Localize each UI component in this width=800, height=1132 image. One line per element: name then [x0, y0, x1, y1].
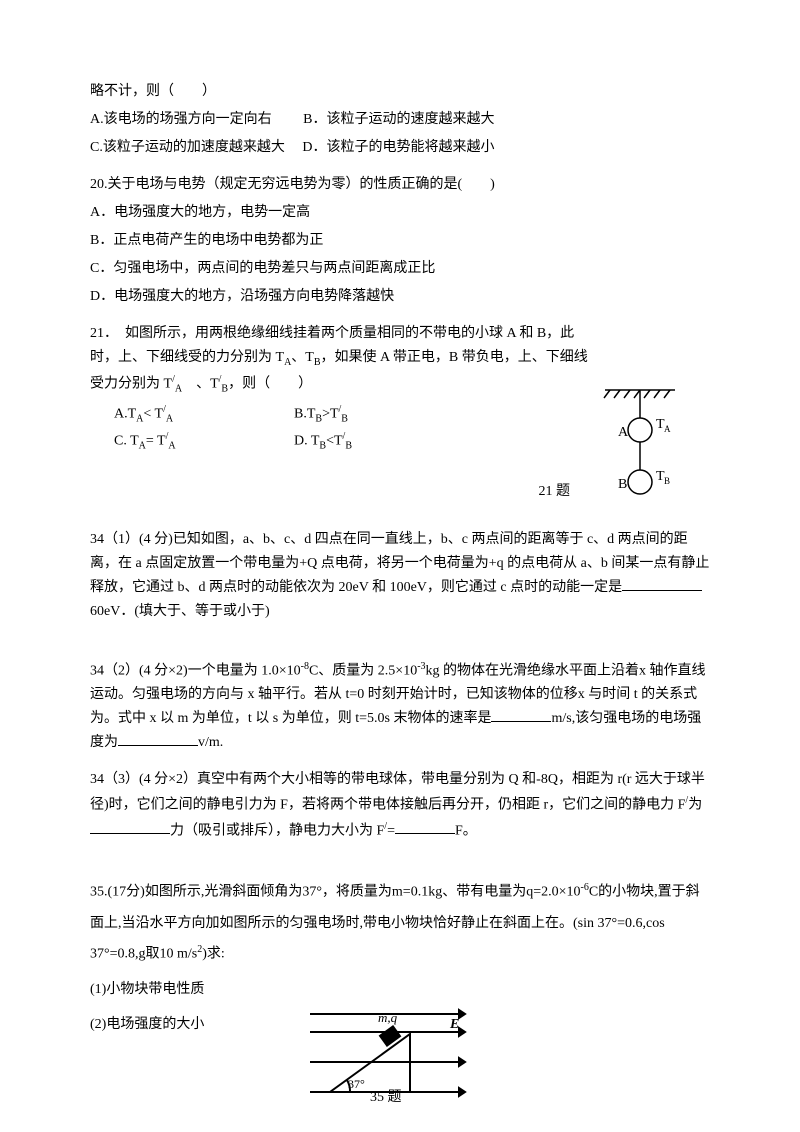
- question-34-3: 34（3）(4 分×2）真空中有两个大小相等的带电球体，带电量分别为 Q 和-8…: [90, 768, 710, 843]
- q35-sub1: (1)小物块带电性质: [90, 975, 710, 1006]
- q34-2-blank1: [491, 708, 551, 722]
- q21-figure-svg: A B T A T B: [600, 380, 690, 510]
- fig35-e: E: [449, 1017, 459, 1032]
- q21-opt-b-rel: >T: [322, 407, 338, 422]
- q21-opt-d-rel: <T: [326, 434, 342, 449]
- fig35-angle: 37°: [348, 1077, 365, 1091]
- q34-3-blank1: [90, 820, 170, 834]
- q20-opt-a: A．电场强度大的地方，电势一定高: [90, 201, 710, 225]
- q35-figure-caption: 35 题: [370, 1086, 402, 1110]
- q21-figure-caption: 21 题: [539, 480, 571, 504]
- fig21-label-a: A: [618, 425, 629, 440]
- q21-stem: 21． 如图所示，用两根绝缘细线挂着两个质量相同的不带电的小球 A 和 B，此时…: [90, 322, 590, 397]
- q20-opt-d: D．电场强度大的地方，沿场强方向电势降落越快: [90, 285, 710, 309]
- q35-stem-a: 35.(17分)如图所示,光滑斜面倾角为37°，将质量为m=0.1kg、带有电量…: [90, 885, 581, 900]
- q34-1-text-b: 60eV．(填大于、等于或小于): [90, 604, 270, 619]
- q20-stem: 20.关于电场与电势（规定无穷远电势为零）的性质正确的是( ): [90, 173, 710, 197]
- q34-3-c: 力（吸引或排斥），静电力大小为 F: [170, 823, 384, 838]
- fig21-label-tb-sub: B: [664, 476, 670, 486]
- q34-3-a: 34（3）(4 分×2）真空中有两个大小相等的带电球体，带电量分别为 Q 和-8…: [90, 772, 705, 812]
- question-prev-tail: 略不计，则（ ） A.该电场的场强方向一定向右 B．该粒子运动的速度越来越大 C…: [90, 80, 710, 159]
- q21-opt-b-pre: B.T: [294, 407, 315, 422]
- q35-stem-c: )求:: [202, 947, 225, 962]
- q34-3-e: F。: [455, 823, 477, 838]
- q21-opt-c-pre: C. T: [114, 434, 139, 449]
- prev-options-row2: C.该粒子运动的加速度越来越大 D．该粒子的电势能将越来越小: [90, 136, 710, 160]
- q21-opt-a: A.TA< T/A: [114, 401, 294, 427]
- question-34-1: 34（1）(4 分)已知如图，a、b、c、d 四点在同一直线上，b、c 两点间的…: [90, 528, 710, 623]
- q34-2-a: 34（2）(4 分×2)一个电量为 1.0×10: [90, 663, 301, 678]
- q21-options-row2: C. TA= T/A D. TB<T/B: [90, 428, 590, 454]
- q34-2-blank2: [118, 732, 198, 746]
- prev-stem-tail: 略不计，则（ ）: [90, 80, 710, 104]
- q20-opt-c: C．匀强电场中，两点间的电势差只与两点间距离成正比: [90, 257, 710, 281]
- prev-opt-c: C.该粒子运动的加速度越来越大: [90, 140, 285, 155]
- q34-2-exp2: -3: [417, 661, 425, 672]
- question-20: 20.关于电场与电势（规定无穷远电势为零）的性质正确的是( ) A．电场强度大的…: [90, 173, 710, 308]
- q21-opt-c-rel: = T: [146, 434, 166, 449]
- q21-figure: A B T A T B: [600, 380, 690, 510]
- q21-opt-b: B.TB>T/B: [294, 401, 474, 427]
- fig21-label-b: B: [618, 477, 627, 492]
- q34-2-b: C、质量为 2.5×10: [309, 663, 417, 678]
- q34-2-exp1: -8: [301, 661, 309, 672]
- q21-opt-a-pre: A.T: [114, 407, 136, 422]
- prev-opt-d: D．该粒子的电势能将越来越小: [302, 140, 494, 155]
- q34-3-b: 为: [688, 798, 702, 813]
- fig21-label-ta-sub: A: [664, 424, 671, 434]
- question-34-2: 34（2）(4 分×2)一个电量为 1.0×10-8C、质量为 2.5×10-3…: [90, 658, 710, 755]
- q34-3-blank2: [395, 820, 455, 834]
- q20-opt-b: B．正点电荷产生的电场中电势都为正: [90, 229, 710, 253]
- fig35-mq: m,q: [378, 1010, 398, 1025]
- q35-stem: 35.(17分)如图所示,光滑斜面倾角为37°，将质量为m=0.1kg、带有电量…: [90, 877, 710, 971]
- q34-1-blank: [622, 577, 702, 591]
- q34-2-e: v/m.: [198, 735, 223, 750]
- q21-stem-c: ，则（ ）: [228, 377, 312, 392]
- q35-exp: -6: [581, 882, 589, 893]
- q21-options-row1: A.TA< T/A B.TB>T/B: [90, 401, 590, 427]
- q34-3-d: =: [387, 823, 395, 838]
- prev-opt-b: B．该粒子运动的速度越来越大: [303, 112, 494, 127]
- prev-options-row1: A.该电场的场强方向一定向右 B．该粒子运动的速度越来越大: [90, 108, 710, 132]
- q34-1-text-a: 34（1）(4 分)已知如图，a、b、c、d 四点在同一直线上，b、c 两点间的…: [90, 532, 709, 595]
- q21-opt-d: D. TB<T/B: [294, 428, 474, 454]
- q21-opt-c: C. TA= T/A: [114, 428, 294, 454]
- q21-opt-a-rel: < T: [143, 407, 163, 422]
- prev-opt-a: A.该电场的场强方向一定向右: [90, 112, 272, 127]
- q21-opt-d-pre: D. T: [294, 434, 319, 449]
